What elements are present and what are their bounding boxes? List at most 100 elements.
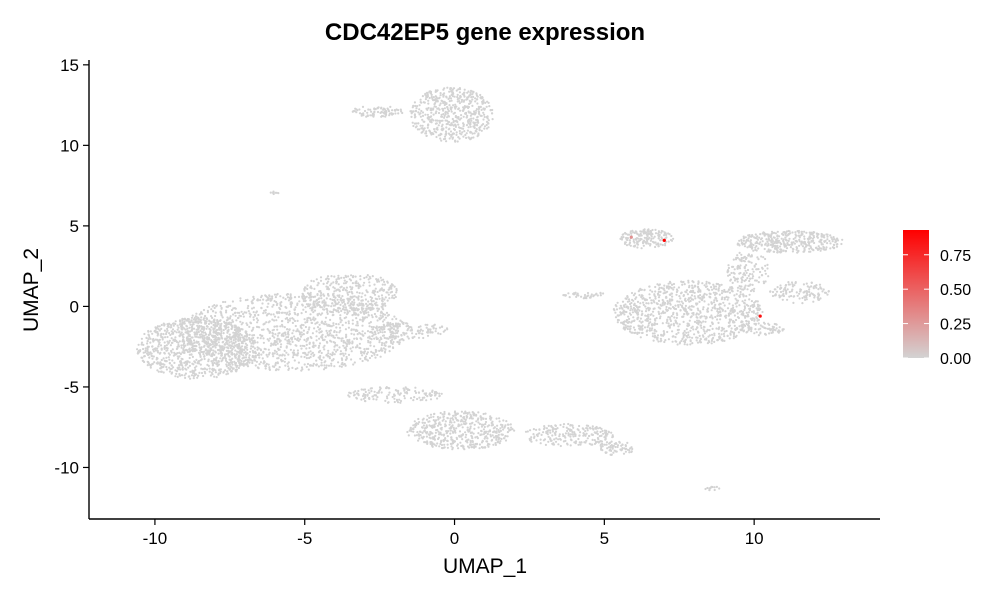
- cell-point: [407, 388, 410, 391]
- cell-point: [636, 306, 639, 309]
- cell-point: [271, 334, 274, 338]
- cell-point: [455, 89, 458, 92]
- cell-point: [421, 418, 424, 421]
- cell-point: [415, 107, 418, 110]
- cell-point: [291, 340, 294, 343]
- cell-point: [217, 341, 220, 344]
- cell-point: [231, 326, 234, 329]
- cell-point: [721, 309, 724, 312]
- cell-point: [675, 293, 678, 296]
- cell-point: [163, 329, 166, 332]
- cell-point: [584, 430, 587, 433]
- cell-point: [323, 305, 326, 308]
- cell-point: [180, 346, 183, 349]
- cell-point: [261, 357, 264, 360]
- cell-point: [332, 295, 335, 298]
- cell-point: [342, 298, 345, 301]
- cell-point: [656, 283, 659, 286]
- cell-point: [337, 288, 340, 291]
- cell-point: [280, 360, 283, 363]
- cell-point: [220, 334, 223, 338]
- cell-point: [373, 394, 376, 397]
- cell-point: [345, 355, 348, 359]
- cell-point: [702, 320, 705, 323]
- cell-point: [445, 126, 448, 129]
- cell-point: [261, 302, 264, 305]
- cell-point: [329, 298, 332, 301]
- cell-point: [710, 309, 713, 312]
- cell-point: [234, 356, 237, 359]
- cell-point: [300, 366, 304, 369]
- cell-point: [589, 427, 592, 430]
- cell-point: [324, 335, 327, 338]
- cell-point: [188, 347, 191, 350]
- cell-point: [629, 325, 632, 328]
- cell-point: [232, 307, 235, 310]
- cell-point: [566, 443, 569, 446]
- cell-point: [335, 322, 338, 326]
- cell-point: [524, 430, 528, 433]
- cell-point: [179, 368, 182, 371]
- cell-point: [711, 306, 714, 309]
- cell-point: [755, 307, 758, 310]
- cell-point: [168, 358, 171, 361]
- cell-point: [444, 137, 447, 140]
- cell-point: [475, 420, 478, 423]
- cell-point: [302, 308, 305, 311]
- cell-point: [470, 136, 473, 139]
- cell-point: [633, 308, 637, 311]
- cell-point: [190, 336, 193, 339]
- cell-point: [290, 338, 293, 341]
- cell-point: [681, 283, 684, 286]
- cell-point: [675, 312, 679, 315]
- cell-point: [607, 446, 611, 449]
- cell-point: [657, 288, 661, 291]
- cell-point: [706, 342, 710, 345]
- cell-point: [440, 115, 443, 118]
- cell-point: [663, 303, 666, 306]
- cell-point: [414, 390, 417, 393]
- cell-point: [291, 332, 294, 335]
- cell-point: [464, 436, 467, 439]
- cell-point: [437, 124, 440, 127]
- cell-point: [304, 310, 307, 313]
- cell-point: [730, 286, 733, 289]
- cell-point: [415, 332, 418, 336]
- cell-point: [237, 360, 240, 363]
- cell-point: [554, 424, 557, 427]
- cell-point: [503, 425, 506, 428]
- cell-point: [391, 322, 394, 326]
- cell-point: [371, 331, 374, 334]
- cell-point: [306, 319, 309, 322]
- cell-point: [379, 326, 382, 330]
- cell-point: [315, 363, 318, 366]
- cell-point: [356, 109, 359, 112]
- cell-point: [312, 300, 315, 303]
- cell-point: [396, 327, 399, 330]
- cell-point: [209, 329, 212, 332]
- cell-point: [684, 299, 687, 303]
- cell-point: [375, 398, 378, 401]
- cell-point: [219, 304, 222, 307]
- cell-point: [582, 432, 585, 435]
- cell-point: [378, 349, 381, 352]
- cell-point: [430, 111, 433, 114]
- cell-point: [318, 331, 321, 334]
- cell-point: [543, 425, 546, 428]
- cell-point: [234, 311, 237, 314]
- cell-point: [462, 447, 465, 450]
- cell-point: [450, 426, 453, 430]
- cell-point: [359, 275, 362, 278]
- cell-point: [436, 397, 439, 400]
- cell-point: [142, 347, 145, 351]
- cell-point: [594, 441, 598, 444]
- cell-point: [492, 427, 495, 430]
- cell-point: [239, 297, 242, 300]
- cell-point: [657, 296, 661, 299]
- cell-point: [506, 423, 509, 426]
- cell-point: [549, 431, 552, 434]
- cell-point: [488, 429, 492, 432]
- cell-point: [638, 320, 641, 323]
- cell-point: [743, 305, 746, 308]
- cell-point: [482, 123, 485, 126]
